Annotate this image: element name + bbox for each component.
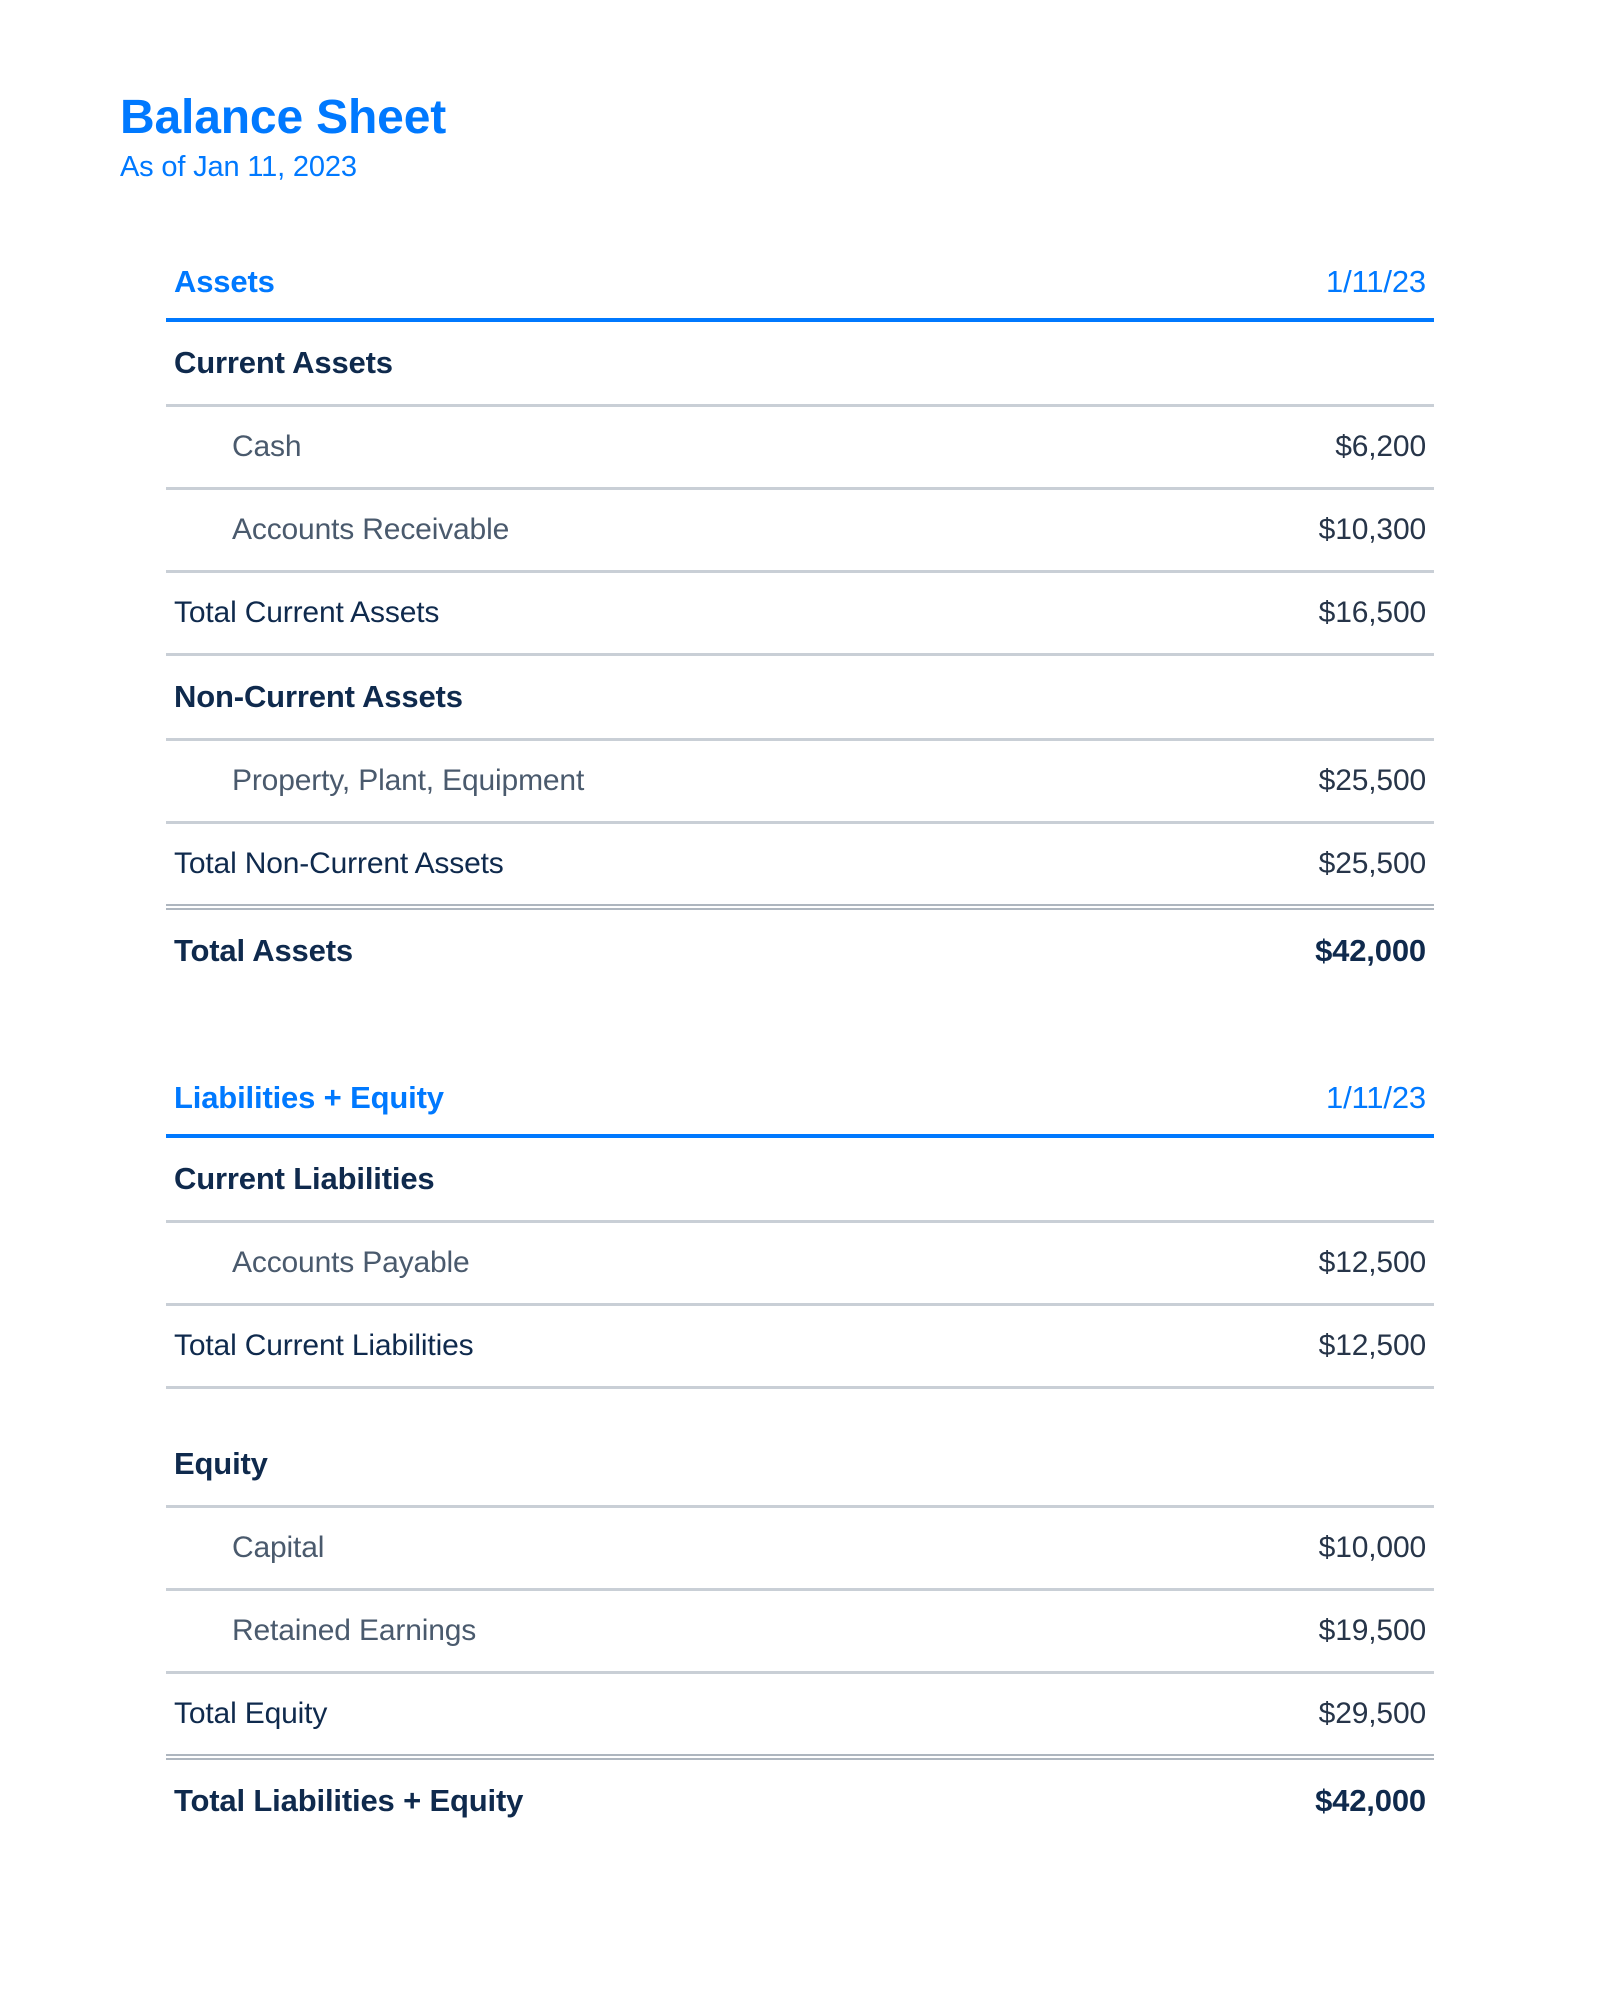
noncurrent-assets-label: Non-Current Assets [174, 679, 463, 715]
line-item-value: $19,500 [1319, 1614, 1426, 1648]
line-item-value: $10,300 [1319, 513, 1426, 547]
subtotal-value: $16,500 [1319, 596, 1426, 630]
equity-label: Equity [174, 1446, 268, 1482]
line-item-label: Capital [174, 1531, 324, 1565]
line-item-label: Accounts Receivable [174, 513, 509, 547]
assets-header-date: 1/11/23 [1326, 264, 1426, 300]
line-item-label: Cash [174, 430, 301, 464]
line-item-value: $25,500 [1319, 764, 1426, 798]
line-item: Cash $6,200 [166, 407, 1434, 490]
total-liabilities-equity: Total Liabilities + Equity $42,000 [166, 1760, 1434, 1842]
total-assets: Total Assets $42,000 [166, 910, 1434, 992]
line-item: Retained Earnings $19,500 [166, 1591, 1434, 1674]
page-subtitle: As of Jan 11, 2023 [120, 151, 1480, 184]
equity-total: Total Equity $29,500 [166, 1674, 1434, 1760]
line-item-value: $10,000 [1319, 1531, 1426, 1565]
line-item: Accounts Receivable $10,300 [166, 490, 1434, 573]
line-item: Property, Plant, Equipment $25,500 [166, 741, 1434, 824]
current-liabilities-header: Current Liabilities [166, 1138, 1434, 1223]
section-gap [166, 1389, 1434, 1423]
current-assets-header: Current Assets [166, 322, 1434, 407]
liabilities-equity-section: Liabilities + Equity 1/11/23 Current Lia… [166, 1062, 1434, 1842]
current-liabilities-total: Total Current Liabilities $12,500 [166, 1306, 1434, 1389]
assets-header: Assets 1/11/23 [166, 246, 1434, 322]
line-item-label: Accounts Payable [174, 1246, 470, 1280]
subtotal-value: $25,500 [1319, 847, 1426, 881]
line-item: Capital $10,000 [166, 1508, 1434, 1591]
grand-total-label: Total Liabilities + Equity [174, 1783, 523, 1819]
subtotal-value: $12,500 [1319, 1329, 1426, 1363]
subtotal-label: Total Current Liabilities [174, 1329, 473, 1363]
line-item-label: Retained Earnings [174, 1614, 476, 1648]
balance-sheet: Assets 1/11/23 Current Assets Cash $6,20… [120, 246, 1480, 1842]
liabilities-equity-header-date: 1/11/23 [1326, 1080, 1426, 1116]
current-assets-label: Current Assets [174, 345, 393, 381]
noncurrent-assets-header: Non-Current Assets [166, 656, 1434, 741]
noncurrent-assets-total: Total Non-Current Assets $25,500 [166, 824, 1434, 910]
current-liabilities-label: Current Liabilities [174, 1161, 435, 1197]
subtotal-label: Total Equity [174, 1697, 327, 1731]
liabilities-equity-header-label: Liabilities + Equity [174, 1080, 444, 1116]
line-item: Accounts Payable $12,500 [166, 1223, 1434, 1306]
current-assets-total: Total Current Assets $16,500 [166, 573, 1434, 656]
subtotal-label: Total Current Assets [174, 596, 439, 630]
grand-total-label: Total Assets [174, 933, 353, 969]
liabilities-equity-header: Liabilities + Equity 1/11/23 [166, 1062, 1434, 1138]
assets-header-label: Assets [174, 264, 275, 300]
line-item-value: $6,200 [1335, 430, 1426, 464]
equity-header: Equity [166, 1423, 1434, 1508]
subtotal-value: $29,500 [1319, 1697, 1426, 1731]
line-item-label: Property, Plant, Equipment [174, 764, 584, 798]
assets-section: Assets 1/11/23 Current Assets Cash $6,20… [166, 246, 1434, 992]
subtotal-label: Total Non-Current Assets [174, 847, 504, 881]
line-item-value: $12,500 [1319, 1246, 1426, 1280]
page-title: Balance Sheet [120, 90, 1480, 145]
grand-total-value: $42,000 [1315, 1783, 1426, 1819]
grand-total-value: $42,000 [1315, 933, 1426, 969]
